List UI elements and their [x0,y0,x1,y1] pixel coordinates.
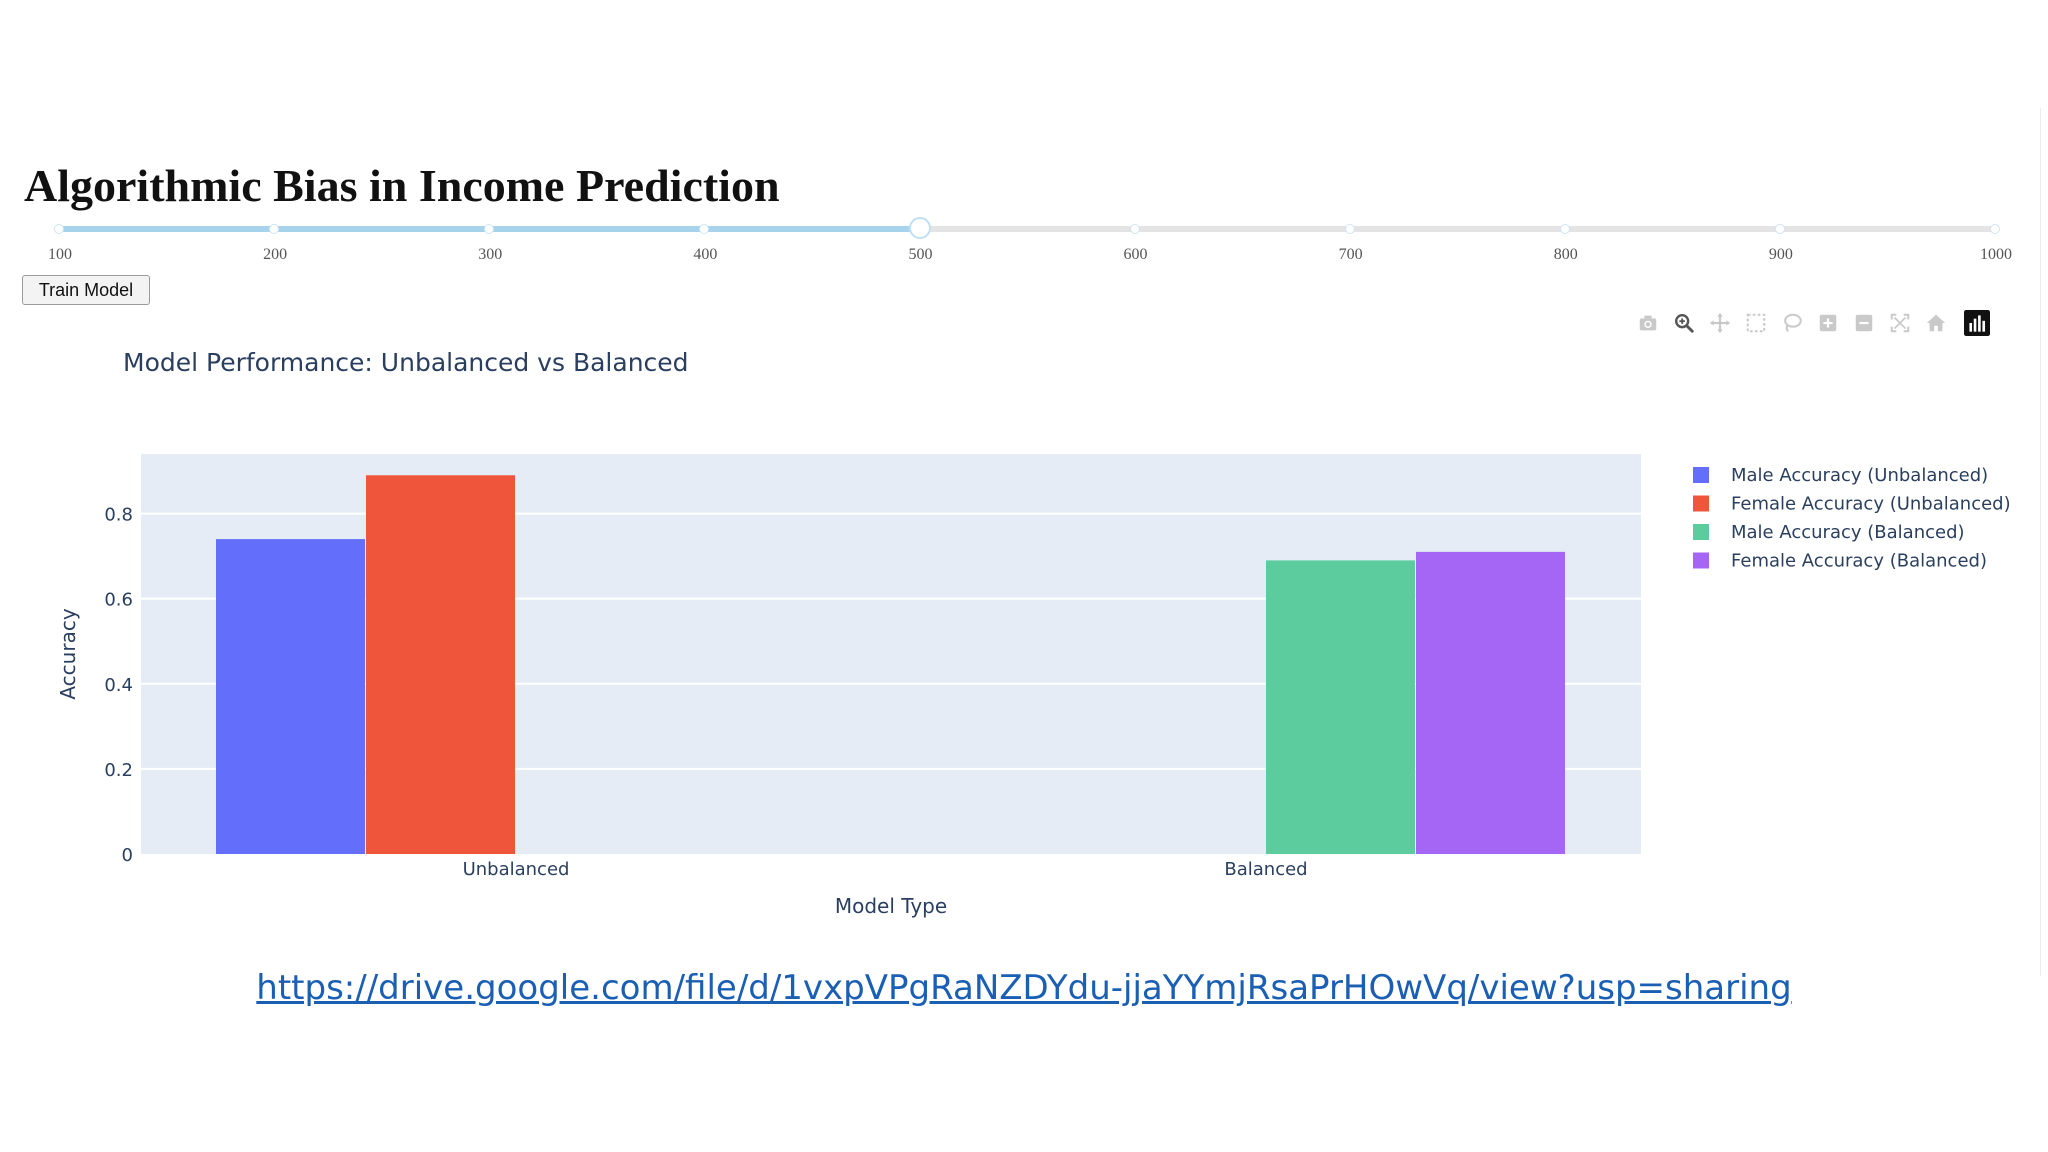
slider-label: 900 [1768,246,1793,263]
zoom-icon[interactable] [1666,306,1702,340]
legend-label[interactable]: Female Accuracy (Unbalanced) [1731,494,2011,515]
drive-link[interactable]: https://drive.google.com/file/d/1vxpVPgR… [256,968,1792,1008]
bar[interactable] [216,539,365,854]
x-tick-label: Balanced [1224,859,1307,880]
slider-tick[interactable] [1129,224,1140,234]
autoscale-icon[interactable] [1882,306,1918,340]
lasso-select-icon[interactable] [1774,306,1810,340]
y-tick-label: 0.8 [104,505,133,526]
camera-icon[interactable] [1630,306,1666,340]
slider-handle[interactable] [909,217,932,239]
legend-label[interactable]: Male Accuracy (Balanced) [1731,522,1965,543]
slider-label: 500 [908,246,933,263]
zoom-out-icon[interactable] [1846,306,1882,340]
plotly-logo-icon[interactable] [1962,308,1992,338]
y-tick-label: 0.2 [104,760,133,781]
slider-tick[interactable] [269,224,280,234]
legend-swatch[interactable] [1693,552,1709,569]
slider-label: 800 [1553,246,1578,263]
slider-label: 700 [1338,246,1363,263]
slider-tick[interactable] [1344,224,1355,234]
slider-tick[interactable] [1774,224,1785,234]
y-tick-label: 0.4 [104,675,133,696]
legend-label[interactable]: Male Accuracy (Unbalanced) [1731,465,1988,486]
slider-tick[interactable] [54,224,64,234]
slider-tick[interactable] [484,224,495,234]
box-select-icon[interactable] [1738,306,1774,340]
slider-label: 400 [693,246,718,263]
slider-label: 200 [263,246,288,263]
legend-swatch[interactable] [1693,467,1709,483]
slider-tick[interactable] [1990,224,2000,234]
x-tick-label: Unbalanced [463,859,570,880]
y-tick-label: 0 [122,845,133,866]
frame-edge [2040,108,2041,976]
bar[interactable] [1416,551,1565,854]
bar-chart: Model Performance: Unbalanced vs Balance… [56,348,2011,918]
reset-axes-icon[interactable] [1918,306,1954,340]
legend-label[interactable]: Female Accuracy (Balanced) [1731,551,1987,572]
slider-tick[interactable] [1559,224,1570,234]
slider-label: 1000 [1980,246,2012,263]
slider-tick[interactable] [699,224,710,234]
bar[interactable] [366,475,515,854]
slider-label: 100 [48,246,72,263]
y-tick-label: 0.6 [104,590,133,611]
legend-swatch[interactable] [1693,524,1709,540]
zoom-in-icon[interactable] [1810,306,1846,340]
x-axis-title: Model Type [835,894,947,918]
legend-swatch[interactable] [1693,495,1709,512]
y-axis-title: Accuracy [56,608,80,699]
bar[interactable] [1266,560,1415,854]
page-title: Algorithmic Bias in Income Prediction [24,159,780,211]
sample-size-slider[interactable]: 100 200 300 400 500 600 700 800 900 1000 [48,216,2012,263]
slider-track[interactable] [60,226,1996,232]
modebar [1630,306,1992,340]
train-model-button[interactable]: Train Model [22,275,150,305]
pan-icon[interactable] [1702,306,1738,340]
chart-title: Model Performance: Unbalanced vs Balance… [123,348,689,377]
slider-label: 300 [478,246,503,263]
slider-label: 600 [1123,246,1148,263]
